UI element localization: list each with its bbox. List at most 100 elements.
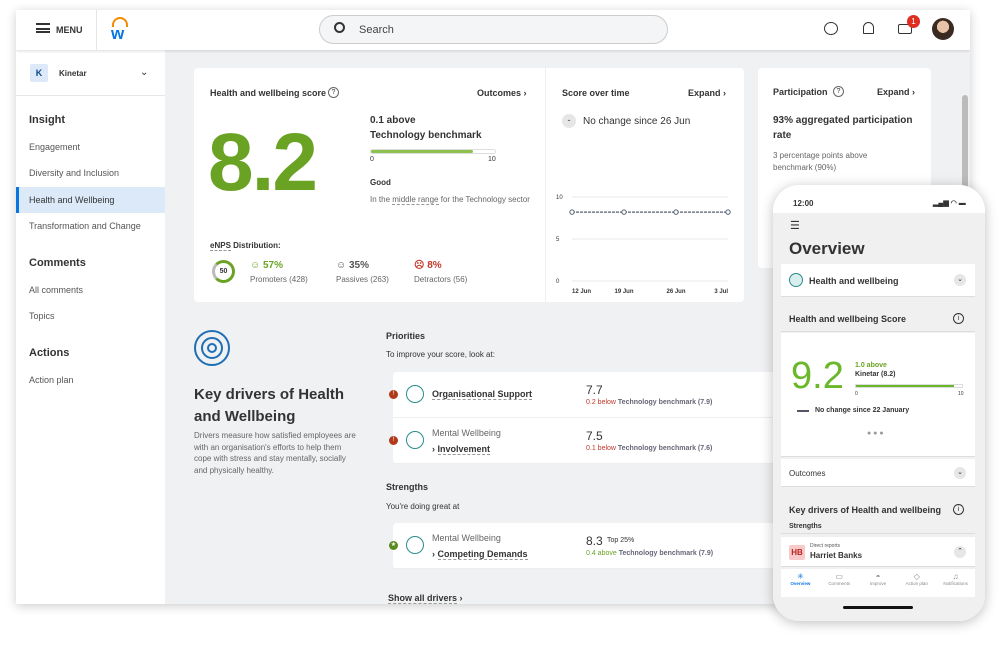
- no-change-icon: -: [562, 114, 576, 128]
- person-row[interactable]: HB Direct reports Harriet Banks ⌃: [781, 537, 975, 567]
- nav-item-transformation[interactable]: Transformation and Change: [29, 221, 141, 231]
- tab-icon: ♫: [952, 572, 959, 581]
- tab-notifications[interactable]: ♫ Notifications: [936, 569, 975, 597]
- tab-label: Overview: [790, 581, 811, 586]
- info-icon[interactable]: i: [953, 313, 964, 324]
- expand-link[interactable]: Expand ›: [688, 88, 727, 98]
- status-time: 12:00: [793, 199, 814, 208]
- expand-link[interactable]: Expand ›: [877, 87, 916, 97]
- divider: [96, 10, 97, 50]
- nav-item-diversity[interactable]: Diversity and Inclusion: [29, 168, 120, 178]
- data-point: [673, 209, 679, 215]
- passives: Passives (263): [336, 275, 389, 284]
- target-icon: [194, 330, 230, 366]
- tab-icon: ◇: [913, 572, 920, 581]
- driver-row[interactable]: ! Mental Wellbeing › Involvement 7.5 0.1…: [389, 418, 793, 464]
- tab-comments[interactable]: ▭ Comments: [820, 569, 859, 597]
- driver-benchmark: 0.4 above Technology benchmark (7.9): [586, 550, 714, 557]
- tab-overview[interactable]: ✳ Overview: [781, 569, 820, 597]
- nav-item-action-plan[interactable]: Action plan: [29, 375, 74, 385]
- nav-item-topics[interactable]: Topics: [29, 311, 55, 321]
- tab-action-plan[interactable]: ◇ Action plan: [897, 569, 936, 597]
- nav-item-health[interactable]: Health and Wellbeing: [16, 187, 165, 213]
- avatar[interactable]: [932, 18, 954, 40]
- outcomes-link[interactable]: Outcomes ›: [477, 88, 527, 98]
- driver-score: 8.3: [586, 534, 603, 548]
- bar-max: 10: [958, 391, 964, 397]
- tab-label: Action plan: [905, 581, 928, 586]
- topic-selector[interactable]: Health and wellbeing ⌄: [781, 264, 975, 297]
- menu-button[interactable]: [36, 23, 50, 35]
- strengths-title: Strengths: [386, 482, 429, 492]
- middle-range-link[interactable]: middle range: [392, 195, 439, 205]
- promoters-pct: ☺ 57%: [250, 260, 284, 271]
- drivers-desc: Drivers measure how satisfied employees …: [194, 431, 356, 475]
- menu-label[interactable]: MENU: [56, 25, 83, 35]
- change-text: No change since 26 Jun: [583, 116, 691, 127]
- driver-benchmark: 0.1 below Technology benchmark (7.6): [586, 445, 713, 452]
- nav-item-all-comments[interactable]: All comments: [29, 285, 84, 295]
- big-score: 8.2: [208, 117, 318, 208]
- driver-name-link[interactable]: › Competing Demands: [432, 549, 528, 560]
- outcomes-accordion[interactable]: Outcomes ⌄: [781, 459, 975, 487]
- score-card: Health and wellbeing score ? Outcomes › …: [194, 68, 744, 302]
- hamburger-icon: [36, 23, 50, 33]
- strengths-sub: You're doing great at: [386, 502, 460, 511]
- sidebar: K Kinetar ⌄ Insight Engagement Diversity…: [16, 50, 165, 604]
- participation-sub: 3 percentage points above benchmark (90%…: [773, 151, 868, 172]
- driver-row[interactable]: ★ Mental Wellbeing › Competing Demands 8…: [389, 523, 793, 569]
- data-point: [569, 209, 575, 215]
- search-icon: [334, 22, 345, 33]
- y-tick-label: 0: [556, 279, 560, 285]
- driver-benchmark: 0.2 below Technology benchmark (7.9): [586, 399, 713, 406]
- bar-max: 10: [488, 156, 496, 163]
- alert-icon: !: [389, 436, 398, 445]
- tab-label: Notifications: [943, 581, 968, 586]
- promoters: Promoters (428): [250, 275, 308, 284]
- x-tick-label: 19 Jun: [614, 289, 633, 295]
- tab-improve[interactable]: ◓ Improve: [859, 569, 898, 597]
- drivers-title: Key drivers of Health and wellbeing: [789, 505, 942, 515]
- priorities-list: ! Organisational Support 7.7 0.2 below T…: [389, 372, 793, 464]
- status-icons: ▂▄▆ ◠ ▬: [933, 200, 966, 207]
- priorities-sub: To improve your score, look at:: [386, 350, 495, 359]
- driver-name-link[interactable]: › Involvement: [432, 444, 491, 455]
- gears-icon: [406, 385, 424, 403]
- x-tick-label: 12 Jun: [572, 289, 591, 295]
- help-icon[interactable]: ?: [328, 87, 339, 98]
- nav-item-engagement[interactable]: Engagement: [29, 142, 81, 152]
- phone-mockup: 12:00 ▂▄▆ ◠ ▬ ☰ Overview Health and well…: [773, 185, 985, 621]
- bar-min: 0: [855, 391, 858, 397]
- driver-row[interactable]: ! Organisational Support 7.7 0.2 below T…: [389, 372, 793, 418]
- passives-pct: ☺ 35%: [336, 260, 370, 271]
- brain-icon: [406, 431, 424, 449]
- chevron-down-icon: ⌄: [954, 274, 966, 286]
- tab-label: Improve: [869, 581, 887, 586]
- show-all-drivers-link[interactable]: Show all drivers ›: [388, 593, 463, 604]
- outcomes-label: Outcomes: [789, 469, 826, 478]
- tab-icon: ▭: [835, 572, 843, 581]
- phone-score-bar: [855, 384, 963, 388]
- carousel-dots[interactable]: ● ● ●: [867, 430, 884, 437]
- strengths-list: ★ Mental Wellbeing › Competing Demands 8…: [389, 523, 793, 569]
- org-selector[interactable]: K Kinetar ⌄: [16, 50, 165, 96]
- person-avatar: HB: [789, 545, 805, 560]
- data-point: [621, 209, 627, 215]
- driver-parent: Mental Wellbeing: [432, 428, 501, 438]
- chat-icon[interactable]: [824, 22, 838, 35]
- inbox-icon[interactable]: [898, 24, 912, 34]
- brain-icon: [406, 536, 424, 554]
- info-icon[interactable]: i: [953, 504, 964, 515]
- help-icon[interactable]: ?: [833, 86, 844, 97]
- search-input[interactable]: Search: [319, 15, 668, 44]
- y-tick-label: 5: [556, 237, 560, 243]
- chevron-down-icon: ⌄: [140, 67, 149, 78]
- enps-label: eNPS Distribution:: [210, 241, 281, 251]
- bell-icon[interactable]: [863, 22, 874, 34]
- star-icon: ★: [389, 541, 398, 550]
- driver-name-link[interactable]: Organisational Support: [432, 389, 533, 400]
- workday-logo[interactable]: w: [110, 17, 130, 43]
- driver-tag: Top 25%: [607, 537, 635, 544]
- hamburger-icon[interactable]: ☰: [790, 220, 800, 232]
- detractors-pct: ☹ 8%: [414, 260, 442, 271]
